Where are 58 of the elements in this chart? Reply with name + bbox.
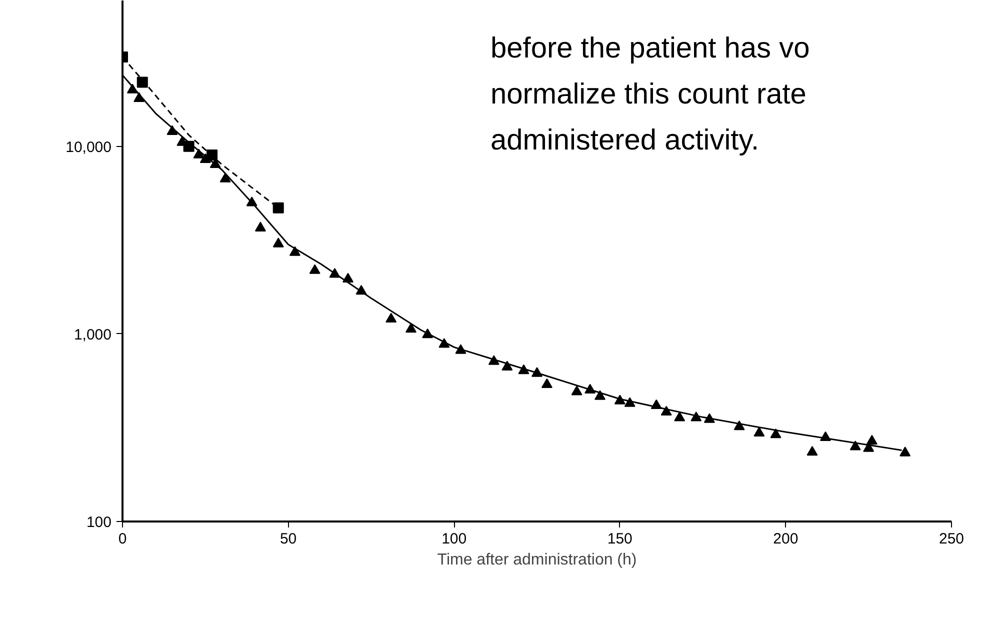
point [674,412,686,422]
point [309,264,320,274]
point [660,406,672,416]
point [571,386,582,396]
point [704,413,715,423]
point [850,440,861,450]
point [206,150,218,161]
point [518,364,530,374]
point [754,426,765,437]
point [770,428,782,438]
point [455,344,466,354]
point [422,328,434,338]
y-tick-label: 10,000 [66,138,112,156]
annotation: before the patient has vo [490,32,810,64]
point [584,384,596,394]
x-axis-title: Time after administration (h) [437,552,637,568]
x-tick-label: 100 [442,530,467,548]
point [136,76,148,88]
point [289,246,300,256]
point [246,196,258,206]
point [329,268,340,278]
point [650,399,662,409]
point [386,312,397,323]
point [624,397,636,407]
point [254,222,266,232]
point [594,390,606,400]
x-tick-label: 200 [773,530,798,548]
annotation: administered activity. [490,124,760,156]
point [866,434,878,445]
point [405,322,416,333]
point [734,420,745,430]
y-tick-label: 100 [86,514,112,531]
point [541,378,552,388]
point [356,284,367,295]
point [614,394,626,404]
point [806,446,818,456]
x-tick-label: 250 [938,530,964,548]
point [220,172,231,182]
point [342,272,354,283]
point [438,338,450,348]
point [272,202,284,214]
point [900,446,911,456]
point [134,92,145,102]
point [532,367,542,377]
point [166,125,178,135]
point [502,360,513,370]
x-tick-label: 0 [118,530,127,548]
point [272,238,284,248]
point [690,412,702,422]
point [820,431,831,442]
point [488,355,500,365]
point [183,140,194,152]
y-tick-label: 1,000 [74,326,112,344]
point [126,84,138,94]
annotation: normalize this count rate [490,78,806,110]
x-tick-label: 150 [607,530,632,548]
point [193,148,204,158]
x-tick-label: 50 [280,530,297,548]
